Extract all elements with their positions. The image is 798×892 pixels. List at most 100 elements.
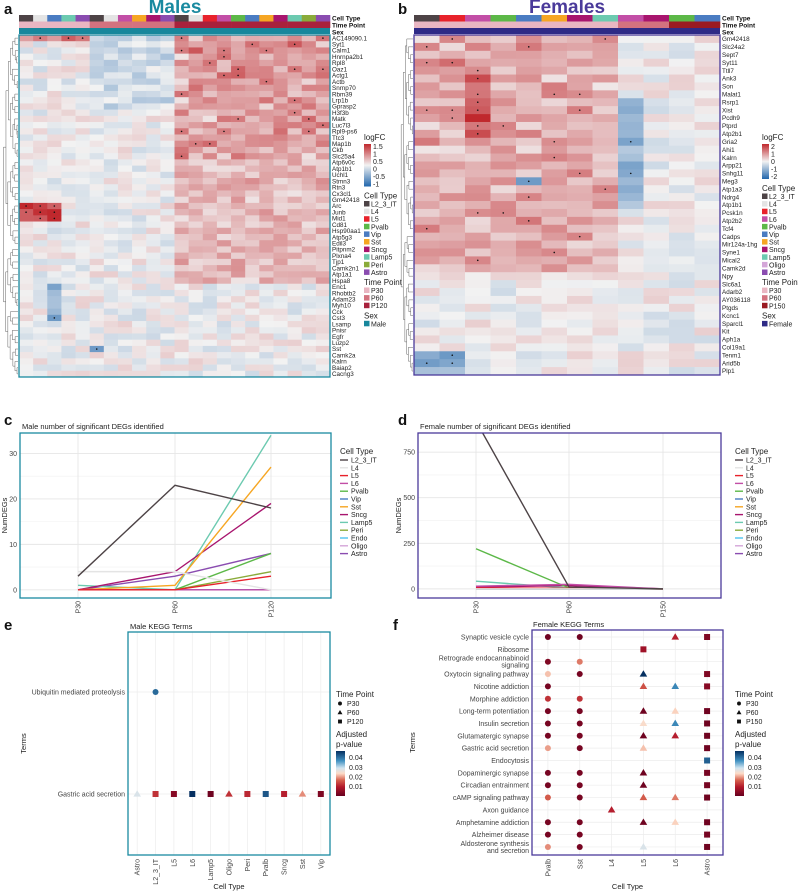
heatmap-cell <box>567 240 593 249</box>
heatmap-cell <box>643 185 670 194</box>
heatmap-cell <box>414 351 440 360</box>
dendrogram-branch <box>12 96 15 110</box>
heatmap-cell <box>47 184 62 191</box>
heatmap-cell <box>541 58 568 67</box>
heatmap-cell <box>231 78 246 86</box>
heatmap-cell <box>694 129 721 139</box>
heatmap-cell <box>132 364 147 372</box>
heatmap-cell <box>490 335 517 344</box>
heatmap-cell <box>61 327 76 334</box>
heatmap-cell <box>273 90 288 98</box>
heatmap-cell <box>592 216 619 226</box>
heatmap-cell <box>75 190 90 197</box>
annotation-cell-type <box>103 15 119 22</box>
heatmap-cell <box>287 153 303 160</box>
heatmap-cell <box>301 90 317 98</box>
heatmap-cell <box>592 82 619 91</box>
heatmap-cell <box>160 72 175 79</box>
heatmap-cell <box>315 153 331 160</box>
heatmap-cell <box>287 302 303 309</box>
heatmap-cell <box>259 171 274 179</box>
time-point-legend-item: P150 <box>746 719 762 726</box>
y-tick-label: 0 <box>13 587 17 594</box>
heatmap-cell <box>259 370 274 378</box>
heatmap-cell <box>188 314 204 322</box>
significance-star <box>251 43 254 46</box>
significance-star <box>451 61 454 64</box>
heatmap-cell <box>75 252 90 260</box>
heatmap-cell <box>643 351 670 360</box>
gene-label: Pitpnm2 <box>332 247 356 254</box>
x-tick-label: Astro <box>135 859 142 875</box>
heatmap-cell <box>694 367 721 376</box>
term-label: Endocytosis <box>491 758 529 765</box>
heatmap-cell <box>75 165 90 173</box>
heatmap-cell <box>259 41 274 48</box>
heatmap-cell <box>188 358 204 365</box>
heatmap-cell <box>618 82 644 91</box>
heatmap-cell <box>75 66 90 73</box>
heatmap-cell <box>47 171 62 179</box>
gene-label: Mid1 <box>332 216 346 223</box>
heatmap-cell <box>465 169 491 178</box>
significance-star <box>39 37 42 39</box>
heatmap-cell <box>117 153 133 160</box>
heatmap-cell <box>202 227 218 235</box>
heatmap-cell <box>439 137 466 146</box>
heatmap-cell <box>414 50 440 60</box>
heatmap-cell <box>75 53 90 61</box>
logfc-legend-title: logFC <box>364 133 386 142</box>
heatmap-cell <box>132 196 147 204</box>
heatmap-cell <box>592 232 619 241</box>
heatmap-cell <box>146 215 161 222</box>
heatmap-cell <box>592 288 619 297</box>
heatmap-cell <box>592 137 619 146</box>
heatmap-cell <box>231 184 246 191</box>
gene-label: Luc7l3 <box>332 122 351 129</box>
heatmap-cell <box>231 252 246 260</box>
heatmap-cell <box>301 35 317 42</box>
heatmap-cell <box>19 345 34 353</box>
heatmap-cell <box>245 90 260 98</box>
heatmap-cell <box>516 66 542 75</box>
heatmap-cell <box>132 159 147 166</box>
heatmap-cell <box>245 233 260 241</box>
gene-label: Cck <box>332 309 344 316</box>
heatmap-cell <box>259 252 274 260</box>
dendrogram-branch <box>14 93 18 101</box>
significance-star <box>209 143 211 145</box>
heatmap-cell <box>174 134 189 142</box>
heatmap-cell <box>216 159 232 166</box>
heatmap-cell <box>439 327 466 336</box>
heatmap-cell <box>301 296 317 303</box>
heatmap-cell <box>315 364 331 372</box>
heatmap-cell <box>669 256 695 265</box>
heatmap-cell <box>47 302 62 309</box>
dendrogram-branch <box>7 258 11 286</box>
heatmap-cell <box>216 84 232 92</box>
heatmap-cell <box>287 215 303 222</box>
heatmap-cell <box>259 103 274 110</box>
annotation-time-point <box>174 21 189 28</box>
heatmap-cell <box>259 233 274 241</box>
heatmap-cell <box>33 47 48 54</box>
heatmap-cell <box>439 343 466 352</box>
annotation-time-point <box>315 21 331 28</box>
dot-square <box>704 843 711 850</box>
heatmap-cell <box>75 196 90 204</box>
heatmap-cell <box>490 42 517 52</box>
heatmap-cell <box>47 227 62 235</box>
annotation-time-point <box>61 21 76 28</box>
significance-star <box>265 49 268 52</box>
dot-circle <box>544 819 551 826</box>
gene-label: Rbm39 <box>332 91 353 98</box>
sex-swatch <box>364 320 370 327</box>
time-point-swatch <box>762 302 768 309</box>
annotation-cell-type <box>516 15 542 22</box>
heatmap-cell <box>75 296 90 303</box>
x-axis-label: Cell Type <box>213 882 244 891</box>
heatmap-cell <box>75 209 90 216</box>
heatmap-cell <box>132 78 147 86</box>
cell-type-legend-item: L5 <box>769 209 777 216</box>
heatmap-cell <box>259 240 274 247</box>
